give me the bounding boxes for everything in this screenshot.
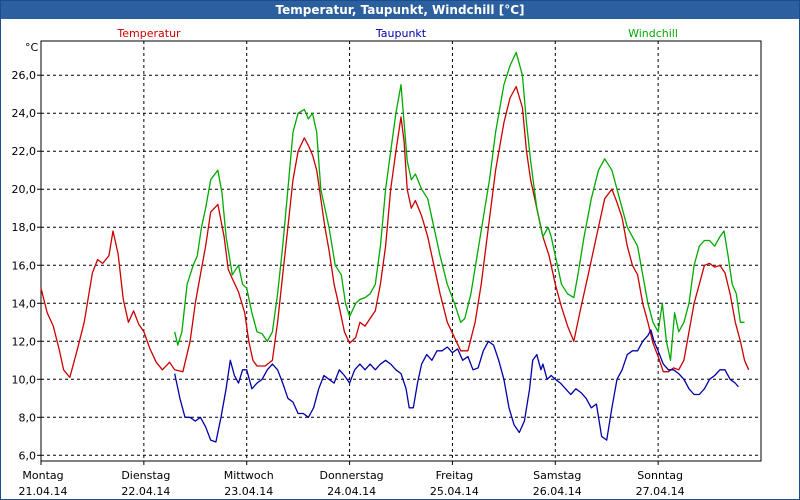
series-layer bbox=[40, 51, 750, 443]
x-tick-day-label: Mittwoch bbox=[224, 469, 274, 482]
legend-windchill: Windchill bbox=[628, 27, 678, 40]
y-tick-label: 26,0 bbox=[12, 69, 37, 82]
grid-lines bbox=[41, 41, 761, 461]
y-tick-label: 8,0 bbox=[19, 411, 37, 424]
x-tick-day-label: Samstag bbox=[533, 469, 581, 482]
y-tick-label: 22,0 bbox=[12, 145, 37, 158]
x-tick-date-label: 27.04.14 bbox=[636, 485, 685, 498]
y-axis-unit-label: °C bbox=[25, 41, 39, 54]
x-tick-day-label: Dienstag bbox=[121, 469, 170, 482]
axis-layer: 6,0 8,0 10,0 12,0 14,0 16,0 18,0 20,0 22,0 24,0 26… bbox=[12, 69, 685, 498]
series-line-taupunkt bbox=[174, 329, 739, 443]
x-tick-day-label: Sonntag bbox=[637, 469, 683, 482]
x-tick-date-label: 21.04.14 bbox=[19, 485, 68, 498]
x-tick-date-label: 24.04.14 bbox=[327, 485, 376, 498]
legend-temperatur: Temperatur bbox=[116, 27, 181, 40]
y-tick-label: 24,0 bbox=[12, 107, 37, 120]
y-tick-label: 12,0 bbox=[12, 335, 37, 348]
chart-title: Temperatur, Taupunkt, Windchill [°C] bbox=[1, 1, 799, 19]
series-line-temperatur bbox=[40, 85, 750, 379]
x-tick-day-label: Montag bbox=[22, 469, 63, 482]
y-tick-label: 10,0 bbox=[12, 373, 37, 386]
x-tick-date-label: 22.04.14 bbox=[121, 485, 170, 498]
y-tick-label: 14,0 bbox=[12, 297, 37, 310]
plot-area-border bbox=[40, 40, 762, 462]
y-tick-label: 6,0 bbox=[19, 449, 37, 462]
y-tick-label: 20,0 bbox=[12, 183, 37, 196]
x-tick-day-label: Freitag bbox=[436, 469, 474, 482]
x-tick-date-label: 26.04.14 bbox=[533, 485, 582, 498]
y-tick-label: 18,0 bbox=[12, 221, 37, 234]
y-tick-label: 16,0 bbox=[12, 259, 37, 272]
legend-taupunkt: Taupunkt bbox=[375, 27, 427, 40]
series-line-windchill bbox=[174, 51, 745, 361]
x-tick-date-label: 23.04.14 bbox=[224, 485, 273, 498]
x-tick-date-label: 25.04.14 bbox=[430, 485, 479, 498]
x-tick-day-label: Donnerstag bbox=[319, 469, 383, 482]
